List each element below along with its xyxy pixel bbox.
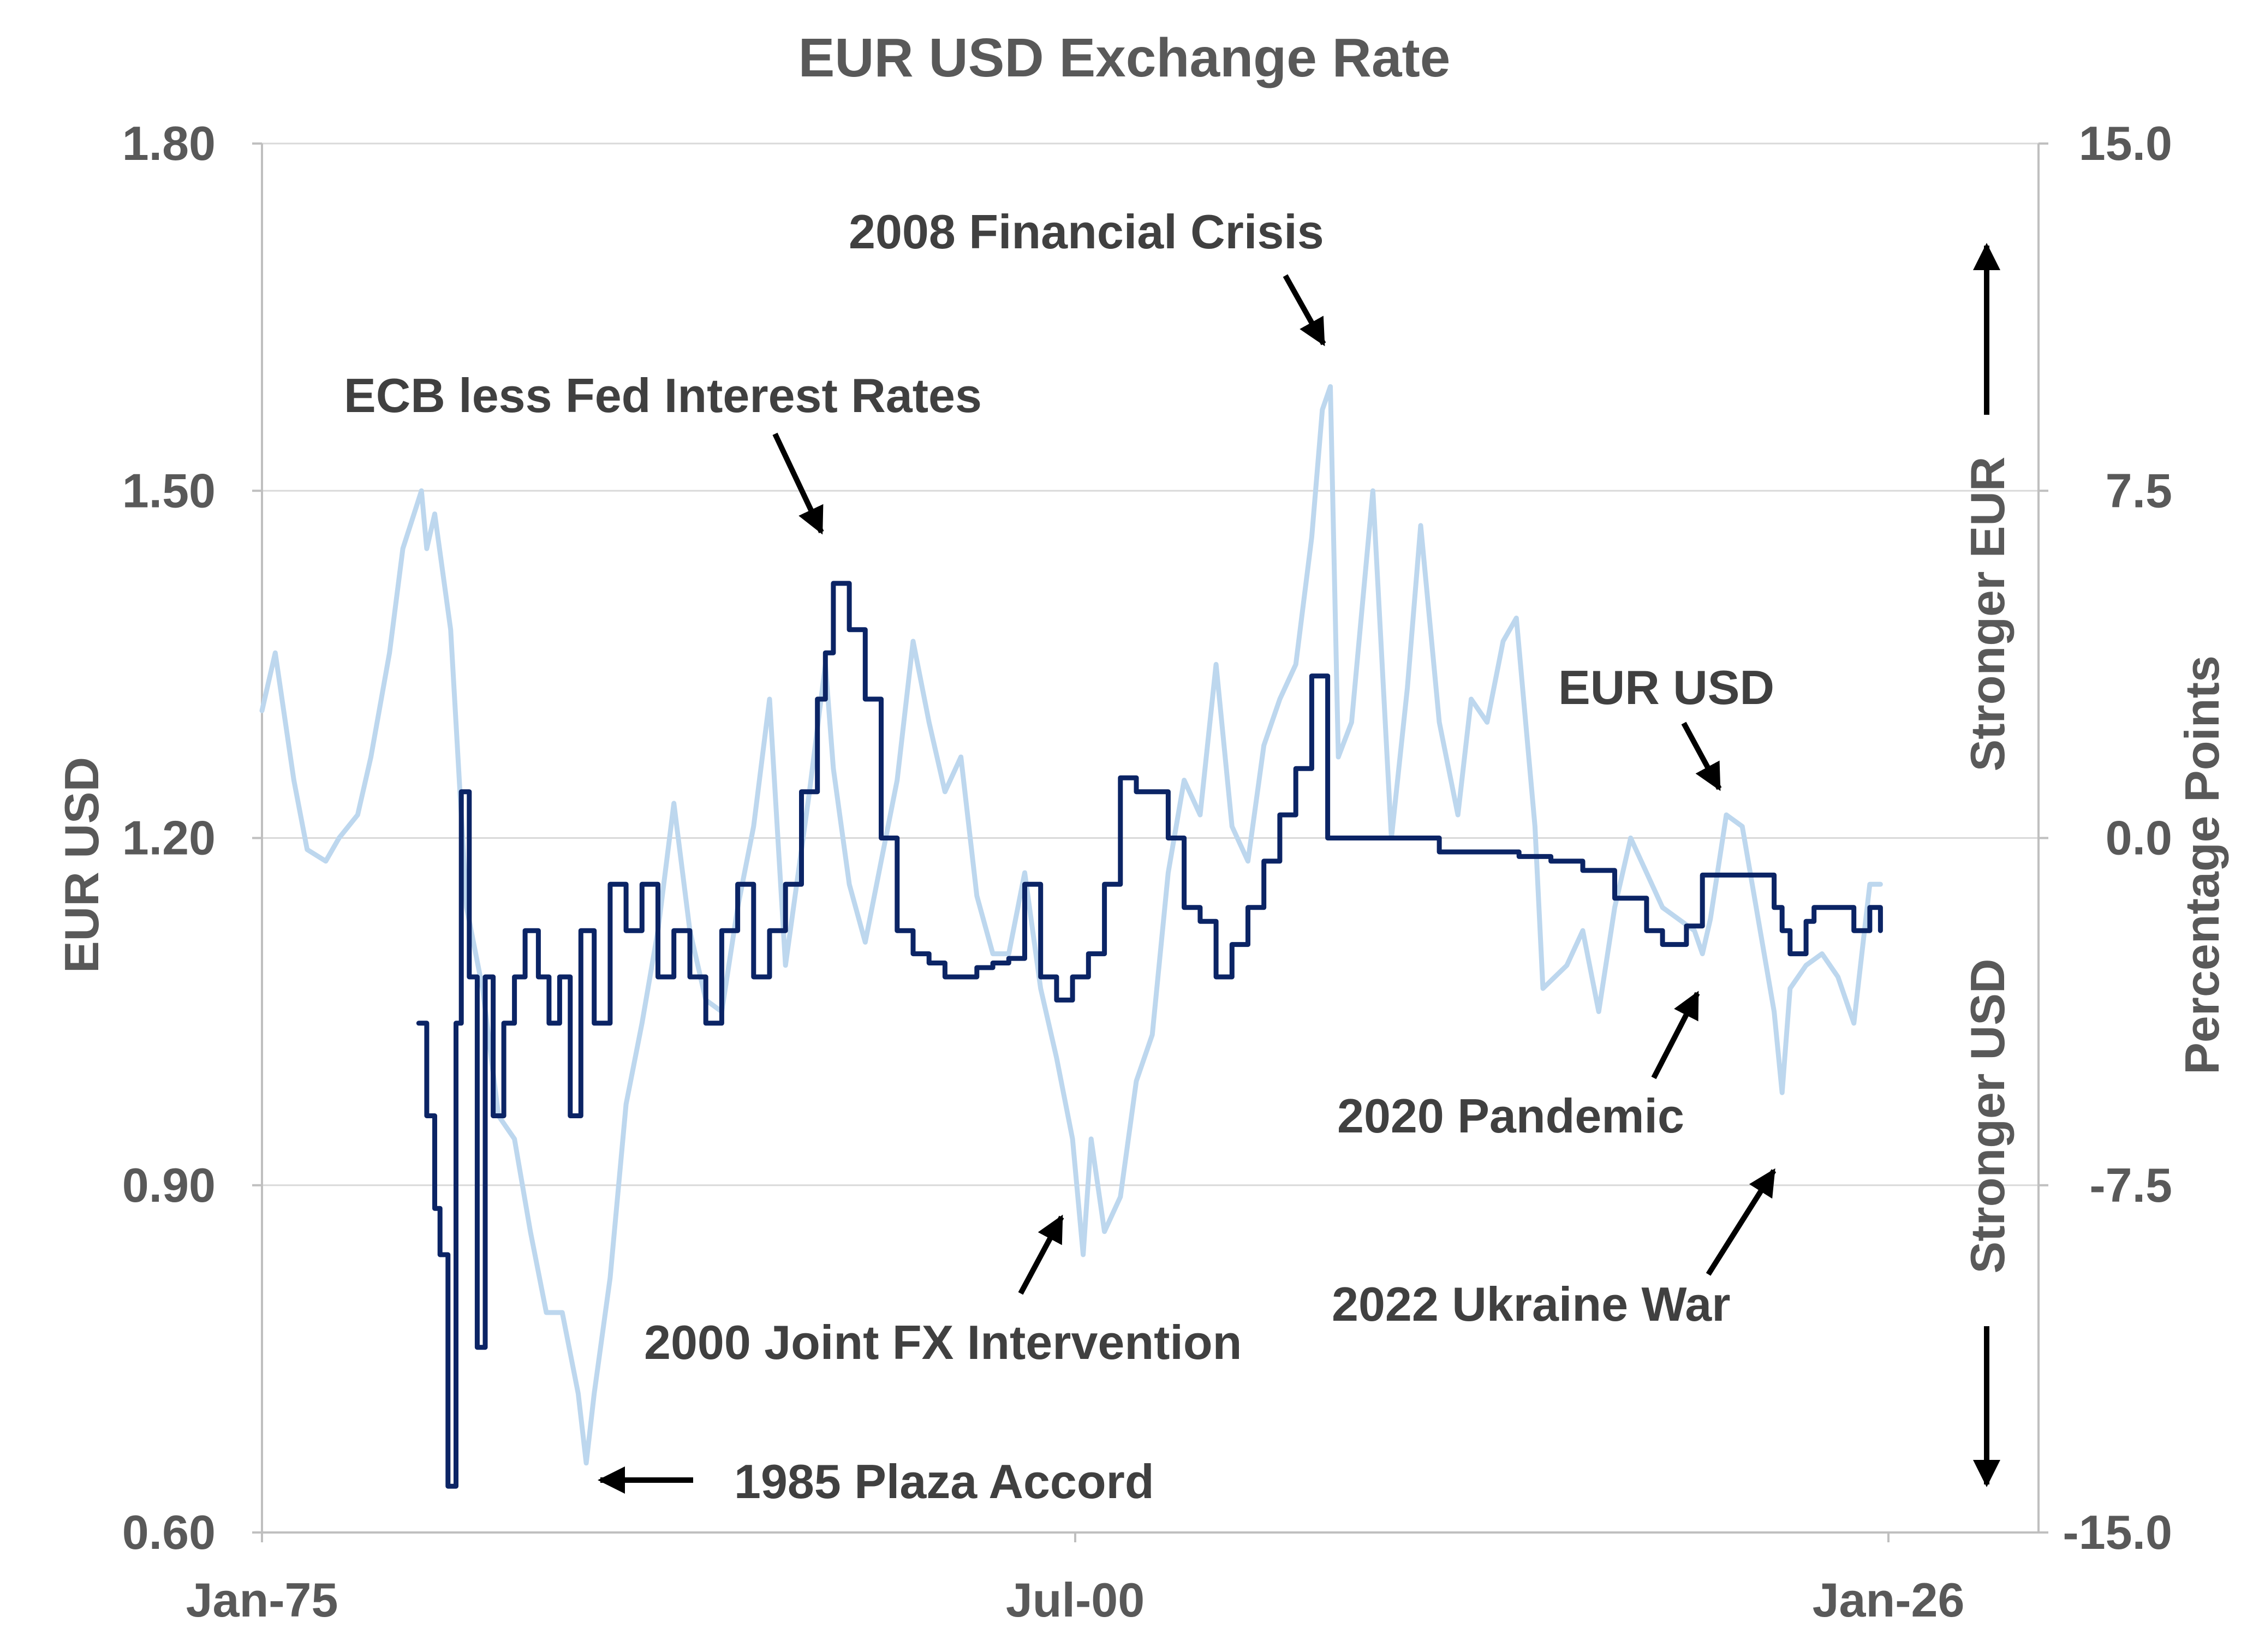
series-group	[259, 384, 1883, 1489]
stronger-usd-label: Stronger USD	[1960, 959, 2014, 1274]
annotations: 2008 Financial Crisis ECB less Fed Inter…	[344, 205, 1777, 1508]
series-line-eur-usd	[259, 384, 1883, 1466]
x-tick-label: Jan-26	[1813, 1573, 1965, 1627]
y2-tick-label: 0.0	[2106, 811, 2172, 865]
y-axis-right-ticks: 15.0 7.5 0.0 -7.5 -15.0	[2039, 116, 2172, 1559]
y-tick-label: 1.80	[122, 116, 216, 170]
y2-axis-label: Percentage Points	[2175, 655, 2229, 1075]
y-tick-label: 1.20	[122, 811, 216, 865]
annotation-pandemic-arrow	[1651, 991, 1700, 1080]
annotation-ukraine-war-arrow	[1706, 1168, 1777, 1276]
annotation-ukraine-war: 2022 Ukraine War	[1332, 1277, 1730, 1331]
annotation-ecb-fed: ECB less Fed Interest Rates	[344, 368, 982, 422]
series-line-rate-differential	[416, 581, 1883, 1489]
annotation-fx-intervention: 2000 Joint FX Intervention	[644, 1315, 1242, 1369]
y-axis-left-ticks: 1.80 1.50 1.20 0.90 0.60	[122, 116, 262, 1559]
y2-tick-label: 7.5	[2106, 463, 2172, 517]
annotation-plaza-accord: 1985 Plaza Accord	[734, 1454, 1154, 1508]
y-tick-label: 0.60	[122, 1505, 216, 1559]
y2-tick-label: 15.0	[2079, 116, 2172, 170]
x-axis-ticks: Jan-75 Jul-00 Jan-26	[186, 1532, 1965, 1627]
y2-tick-label: -7.5	[2089, 1158, 2172, 1212]
annotation-eur-usd-arrow	[1681, 721, 1722, 791]
y-tick-label: 0.90	[122, 1158, 216, 1212]
y-tick-label: 1.50	[122, 463, 216, 517]
annotation-ecb-fed-arrow	[772, 432, 824, 535]
y2-tick-label: -15.0	[2063, 1505, 2172, 1559]
stronger-eur-label: Stronger EUR	[1960, 457, 2014, 772]
y-axis-label: EUR USD	[55, 757, 109, 973]
annotation-financial-crisis-arrow	[1283, 274, 1326, 347]
annotation-fx-intervention-arrow	[1018, 1214, 1064, 1295]
chart-title: EUR USD Exchange Rate	[798, 27, 1451, 88]
annotation-financial-crisis: 2008 Financial Crisis	[849, 205, 1324, 259]
x-tick-label: Jan-75	[186, 1573, 338, 1627]
annotation-eur-usd: EUR USD	[1558, 660, 1774, 714]
annotation-pandemic: 2020 Pandemic	[1337, 1089, 1684, 1143]
x-tick-label: Jul-00	[1006, 1573, 1145, 1627]
